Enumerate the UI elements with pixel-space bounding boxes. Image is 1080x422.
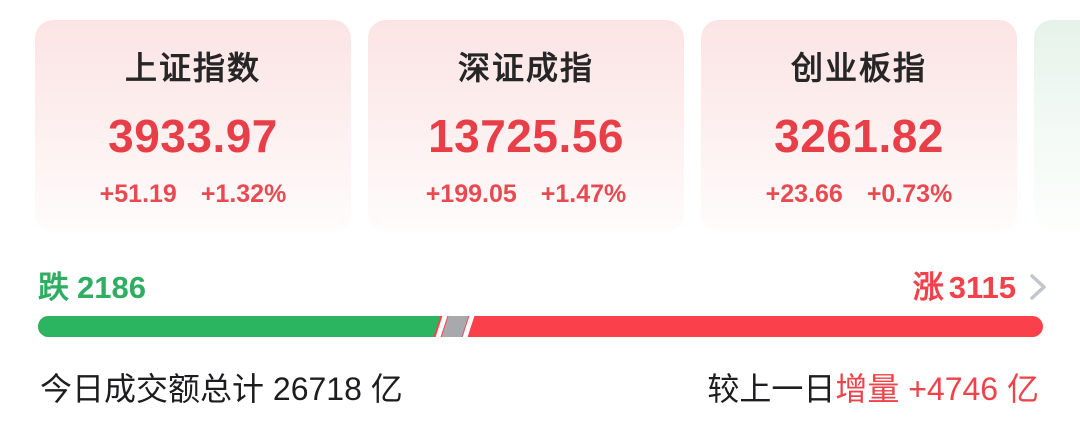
- index-name: 创业板指: [790, 50, 927, 86]
- index-change-row: +23.66 +0.73%: [701, 182, 1017, 207]
- turnover-row: 今日成交额总计 26718 亿 较上一日增量 +4746 亿: [0, 370, 1080, 408]
- advancers-label: 涨: [912, 269, 944, 305]
- index-name: 上证指数: [124, 50, 261, 86]
- index-change: +51.19: [99, 180, 177, 208]
- index-value: 13725.56: [428, 110, 624, 162]
- index-card-chinext[interactable]: 创业板指 3261.82 +23.66 +0.73%: [701, 20, 1017, 232]
- index-change-row: +199.05 +1.47%: [368, 182, 684, 207]
- index-card-shanghai[interactable]: 上证指数 3933.97 +51.19 +1.32%: [35, 20, 351, 232]
- turnover-compare-text: 较上一日增量 +4746 亿: [707, 370, 1039, 408]
- advancers-stat[interactable]: 涨 3115: [913, 271, 1048, 303]
- decliners-stat: 跌 2186: [38, 272, 146, 303]
- chevron-right-icon[interactable]: [1028, 271, 1048, 303]
- decliners-label: 跌: [38, 269, 69, 305]
- index-name: 深证成指: [457, 50, 594, 86]
- index-change-pct: +1.47%: [540, 180, 627, 208]
- index-change: +199.05: [425, 180, 517, 208]
- advancers-count: 3115: [948, 269, 1016, 305]
- breadth-bar: [38, 316, 1043, 337]
- turnover-today-text: 今日成交额总计 26718 亿: [40, 371, 403, 407]
- index-change-pct: +1.32%: [200, 180, 287, 208]
- breadth-bar-decliners-segment: [38, 316, 440, 337]
- market-breadth-row: 跌 2186 涨 3115: [0, 271, 1080, 303]
- index-cards-carousel: 上证指数 3933.97 +51.19 +1.32% 深证成指 13725.56…: [0, 20, 1080, 232]
- index-change: +23.66: [765, 180, 843, 208]
- index-change-pct: +0.73%: [866, 180, 953, 208]
- turnover-compare-label: 较上一日: [707, 371, 836, 407]
- decliners-count: 2186: [77, 269, 146, 305]
- index-value: 3933.97: [108, 110, 278, 162]
- index-card-partial-next[interactable]: [1034, 20, 1080, 232]
- index-card-shenzhen[interactable]: 深证成指 13725.56 +199.05 +1.47%: [368, 20, 684, 232]
- turnover-compare-highlight: 增量 +4746 亿: [835, 371, 1039, 407]
- index-value: 3261.82: [774, 110, 944, 162]
- index-change-row: +51.19 +1.32%: [35, 182, 351, 207]
